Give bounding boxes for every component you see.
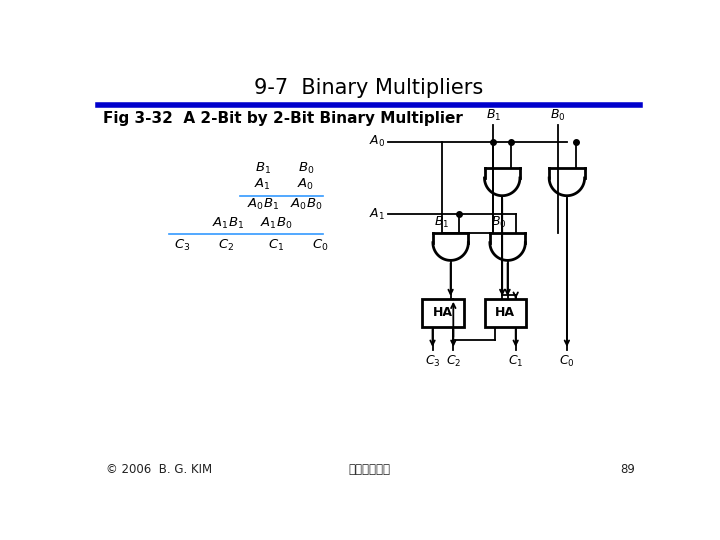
Text: 9-7  Binary Multipliers: 9-7 Binary Multipliers xyxy=(254,78,484,98)
Text: $C_1$: $C_1$ xyxy=(269,238,284,253)
Text: $A_1B_0$: $A_1B_0$ xyxy=(261,216,293,231)
Text: $C_3$: $C_3$ xyxy=(425,354,441,369)
Text: $C_1$: $C_1$ xyxy=(508,354,523,369)
Text: $A_0$: $A_0$ xyxy=(297,177,315,192)
Text: $B_0$: $B_0$ xyxy=(491,215,507,231)
Text: $A_0$: $A_0$ xyxy=(369,134,385,150)
Text: 89: 89 xyxy=(620,463,634,476)
Text: $C_0$: $C_0$ xyxy=(559,354,575,369)
Text: $A_1$: $A_1$ xyxy=(369,207,385,222)
Text: $B_1$: $B_1$ xyxy=(434,215,449,231)
Text: 디지털시스템: 디지털시스템 xyxy=(348,463,390,476)
Text: $B_1$: $B_1$ xyxy=(486,108,501,123)
Text: HA: HA xyxy=(433,306,453,319)
Text: $B_0$: $B_0$ xyxy=(297,160,314,176)
Text: $A_0B_1$: $A_0B_1$ xyxy=(247,198,279,212)
Text: $A_0B_0$: $A_0B_0$ xyxy=(289,198,322,212)
Text: $C_2$: $C_2$ xyxy=(446,354,461,369)
Text: $B_1$: $B_1$ xyxy=(255,160,271,176)
Text: $A_1B_1$: $A_1B_1$ xyxy=(212,216,244,231)
Text: Fig 3-32  A 2-Bit by 2-Bit Binary Multiplier: Fig 3-32 A 2-Bit by 2-Bit Binary Multipl… xyxy=(104,111,463,126)
Text: © 2006  B. G. KIM: © 2006 B. G. KIM xyxy=(106,463,212,476)
Text: HA: HA xyxy=(495,306,516,319)
Text: $C_2$: $C_2$ xyxy=(218,238,235,253)
Text: $A_1$: $A_1$ xyxy=(254,177,271,192)
Bar xyxy=(422,299,464,327)
Text: $C_3$: $C_3$ xyxy=(174,238,191,253)
Bar xyxy=(485,299,526,327)
Text: $C_0$: $C_0$ xyxy=(312,238,329,253)
Text: $B_0$: $B_0$ xyxy=(550,108,566,123)
